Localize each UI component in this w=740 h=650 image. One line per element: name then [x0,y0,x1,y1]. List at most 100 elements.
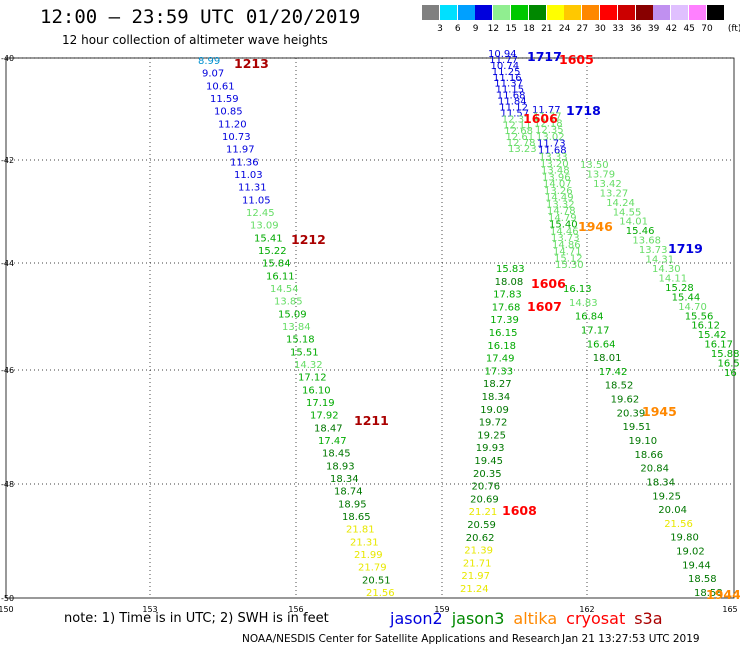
legend-swatch [671,5,689,20]
legend-label: 70 [701,24,713,34]
wave-height-value: 21.56 [664,519,693,530]
wave-height-value: 18.95 [338,499,367,510]
generated-timestamp: Jan 21 13:27:53 UTC 2019 [562,633,700,645]
wave-height-value: 13.79 [587,170,616,181]
wave-height-value: 17.47 [318,436,347,447]
wave-height-value: 16.12 [691,321,720,332]
legend-label: 6 [454,24,461,34]
track-1605-mid: 11.7711.7712.1812.3513.0211.7311.6813.33… [532,105,584,271]
wave-height-value: 19.62 [611,395,640,406]
wave-height-value: 12.45 [246,208,275,219]
legend-label: 30 [594,24,606,34]
wave-height-value: 11.77 [489,55,518,66]
wave-height-value: 13.02 [536,132,565,143]
wave-height-value: 17.33 [485,366,514,377]
wave-height-value: 12.35 [535,125,564,136]
wave-height-value: 19.25 [652,491,681,502]
wave-height-value: 18.08 [495,277,524,288]
wave-height-value: 17.19 [306,398,335,409]
wave-height-value: 13.96 [542,172,571,183]
wave-height-value: 14.79 [548,213,577,224]
legend-swatch [422,5,439,20]
wave-height-value: 14.11 [659,274,688,285]
wave-height-value: 21.24 [460,584,489,595]
wave-height-value: 14.70 [678,302,707,313]
pass-time-label: 1719 [668,241,703,256]
wave-height-value: 21.97 [461,571,490,582]
legend-label: 36 [630,24,642,34]
wave-height-value: 13.26 [544,186,573,197]
wave-height-value: 11.77 [533,112,562,123]
wave-height-value: 18.47 [314,423,343,434]
wave-height-value: 14.46 [550,226,579,237]
legend-label: 42 [665,24,678,34]
wave-height-value: 12.11 [503,120,532,131]
wave-height-value: 12.31 [502,114,531,125]
pass-time-label: 1606 [531,276,566,291]
legend-swatch [600,5,617,20]
wave-height-value: 18.74 [334,487,363,498]
wave-height-value: 11.03 [234,170,263,181]
legend-swatch [653,5,671,20]
wave-height-points: 8.999.0710.6111.5910.8511.2010.7311.9711… [198,49,740,599]
wave-height-value: 17.42 [599,367,628,378]
wave-height-value: 15.44 [672,292,701,303]
pass-time-label: 1718 [566,103,601,118]
wave-height-value: 11.16 [493,73,522,84]
longitude-label: 165 [722,605,737,614]
wave-height-value: 11.59 [210,94,239,105]
wave-height-value: 13.73 [551,233,580,244]
wave-height-value: 21.79 [358,563,387,574]
track-1607: 16.13 14.83 16.84 17.17 16.64 18.01 17.42 18.52… [563,284,723,599]
wave-height-value: 11.57 [501,108,530,119]
latitude-label: -48 [1,480,14,489]
wave-height-value: 10.73 [222,132,251,143]
wave-height-value: 11.31 [238,183,267,194]
credit-text: NOAA/NESDIS Center for Satellite Applica… [242,633,560,645]
wave-height-value: 15.18 [286,335,315,346]
footer-note: note: 1) Time is in UTC; 2) SWH is in fe… [64,611,329,626]
wave-height-value: 13.09 [250,221,279,232]
legend-swatch [439,5,457,20]
legend-swatch [582,5,600,20]
page-subtitle: 12 hour collection of altimeter wave hei… [62,33,328,47]
wave-height-value: 19.09 [480,405,509,416]
wave-height-value: 14.01 [619,217,648,228]
wave-height-value: 19.72 [479,418,508,429]
longitude-label: 159 [434,605,449,614]
satellite-jason2: jason2 [390,609,443,628]
wave-height-value: 18.66 [635,450,664,461]
wave-height-value: 10.94 [488,49,517,60]
pass-time-label: 1605 [559,52,594,67]
wave-height-value: 19.44 [682,560,711,571]
wave-height-value: 11.73 [537,139,566,150]
wave-height-value: 10.61 [206,81,235,92]
wave-height-value: 13.23 [508,144,537,155]
wave-height-value: 16.10 [302,385,331,396]
wave-height-value: 15.40 [549,220,578,231]
latitude-label: -44 [1,259,14,268]
wave-height-value: 20.04 [658,505,687,516]
longitude-label: 150 [0,605,14,614]
satellite-jason3: jason3 [451,609,505,628]
wave-height-value: 20.69 [470,494,499,505]
legend-swatch [617,5,635,20]
wave-height-value: 14.54 [270,284,299,295]
wave-height-value: 19.25 [477,430,506,441]
pass-time-label: 1213 [234,56,269,71]
satellite-cryosat: cryosat [566,609,626,628]
wave-height-value: 13.33 [539,152,568,163]
wave-height-value: 16.5 [718,359,740,370]
wave-height-value: 11.37 [494,79,523,90]
wave-height-value: 11.84 [498,97,527,108]
track-1717-upper: 10.9411.7710.7411.2511.1611.3711.1511.68… [488,49,537,155]
track-1718: 13.5013.7913.4213.2714.2414.5514.0115.46… [580,160,740,379]
pass-time-label: 1608 [502,503,537,518]
wave-height-value: 14.24 [606,198,635,209]
map-grid [5,57,735,599]
legend-swatch [475,5,493,20]
wave-height-value: 20.62 [466,533,495,544]
page-title: 12:00 — 23:59 UTC 01/20/2019 [40,6,361,28]
wave-height-value: 17.39 [490,315,519,326]
